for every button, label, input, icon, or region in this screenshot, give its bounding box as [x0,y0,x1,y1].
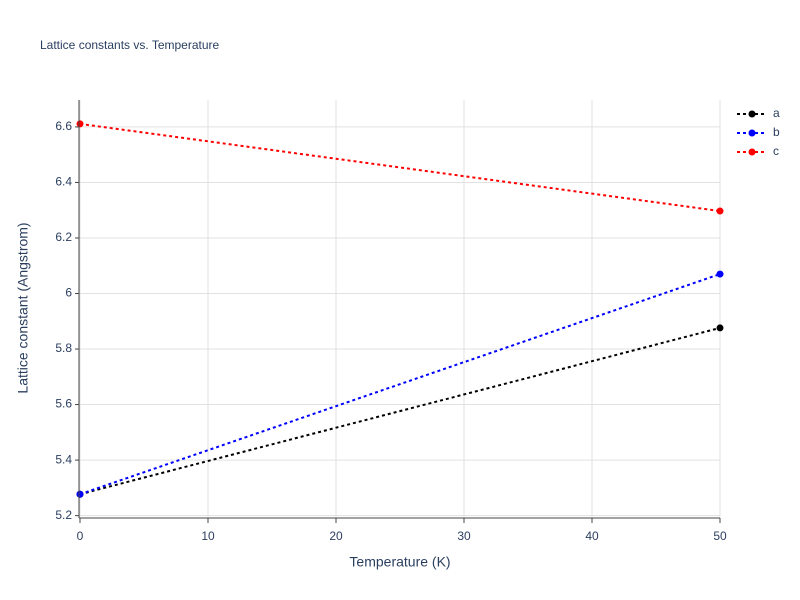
data-point [76,120,84,128]
y-tick-label: 6.2 [55,230,72,244]
y-tick-label: 5.6 [55,397,72,411]
y-tick-label: 5.8 [55,341,72,355]
legend-marker [748,129,756,137]
x-axis-label: Temperature (K) [349,554,450,570]
data-point [76,490,84,498]
legend-label: b [773,125,780,139]
data-point [716,324,724,332]
y-tick-label: 5.2 [55,508,72,522]
x-tick-label: 0 [77,529,84,543]
series-line [79,122,721,213]
chart-title: Lattice constants vs. Temperature [40,38,220,52]
y-axis-label: Lattice constant (Angstrom) [15,222,31,393]
data-point [716,207,724,215]
grid [79,100,721,517]
legend-label: a [773,106,780,120]
y-tick-label: 6.6 [55,119,72,133]
data-point [716,270,724,278]
x-tick-label: 10 [201,529,215,543]
x-tick-label: 50 [713,529,727,543]
y-tick-label: 5.4 [55,452,72,466]
series-line [79,273,721,496]
plot-area [76,120,724,498]
y-tick-label: 6 [65,286,72,300]
legend-marker [748,148,756,156]
y-tick-label: 6.4 [55,175,72,189]
x-tick-label: 20 [329,529,343,543]
x-tick-label: 30 [457,529,471,543]
x-tick-label: 40 [585,529,599,543]
legend-marker [748,110,756,118]
legend-label: c [773,144,779,158]
series-line [79,326,721,496]
